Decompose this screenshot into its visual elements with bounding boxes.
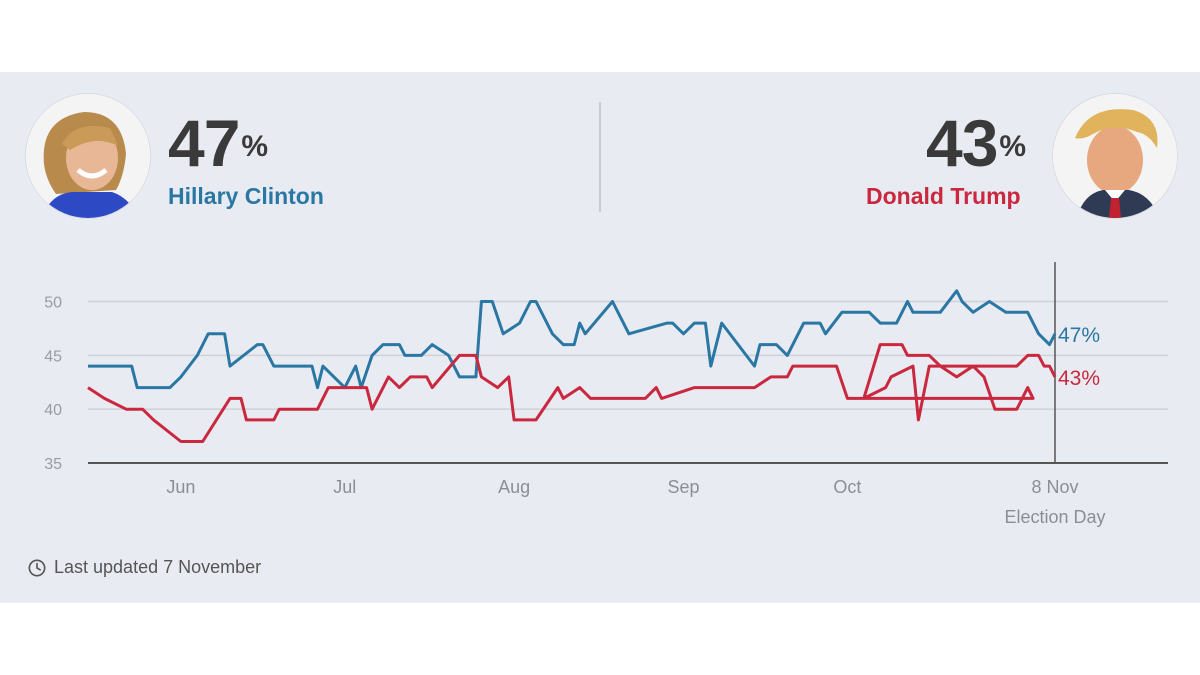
trump-photo-icon: [1053, 94, 1177, 218]
last-updated-text: Last updated 7 November: [54, 557, 262, 577]
trump-avatar: [1053, 94, 1177, 218]
trump-name: Donald Trump: [866, 183, 1021, 209]
trump-percent-symbol: %: [999, 130, 1026, 163]
clinton-name: Hillary Clinton: [168, 183, 324, 209]
last-updated: Last updated 7 November: [28, 557, 261, 578]
trump-percent: 43%: [926, 110, 1026, 176]
clinton-percent-symbol: %: [241, 130, 268, 163]
clock-icon: [28, 559, 46, 576]
clinton-avatar: [26, 94, 150, 218]
trump-percent-value: 43: [926, 106, 998, 180]
clinton-percent: 47%: [168, 110, 268, 176]
header-divider: [599, 102, 601, 212]
clinton-photo-icon: [26, 94, 150, 218]
clinton-percent-value: 47: [168, 106, 240, 180]
